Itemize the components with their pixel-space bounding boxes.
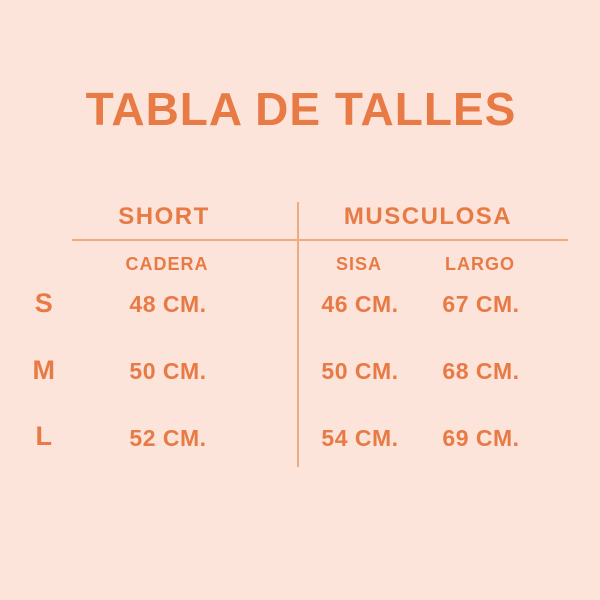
page-title: TABLA DE TALLES (85, 83, 517, 135)
column-header-largo: LARGO (445, 254, 515, 274)
section-divider-line (297, 202, 299, 467)
value-s-sisa: 46 CM. (321, 291, 399, 317)
row-label-m: M (32, 355, 56, 385)
value-m-largo: 68 CM. (442, 358, 520, 384)
column-header-sisa: SISA (335, 254, 383, 274)
value-m-cadera: 50 CM. (129, 358, 207, 384)
section-header-musculosa: MUSCULOSA (343, 203, 513, 230)
value-m-sisa: 50 CM. (321, 358, 399, 384)
column-header-cadera: CADERA (125, 254, 209, 274)
value-l-cadera: 52 CM. (129, 425, 207, 451)
value-s-largo: 67 CM. (442, 291, 520, 317)
row-label-l: L (35, 421, 53, 451)
section-header-short: SHORT (118, 203, 210, 230)
value-s-cadera: 48 CM. (129, 291, 207, 317)
value-l-largo: 69 CM. (442, 425, 520, 451)
row-label-s: S (34, 288, 54, 318)
header-divider-line (72, 239, 568, 241)
value-l-sisa: 54 CM. (321, 425, 399, 451)
